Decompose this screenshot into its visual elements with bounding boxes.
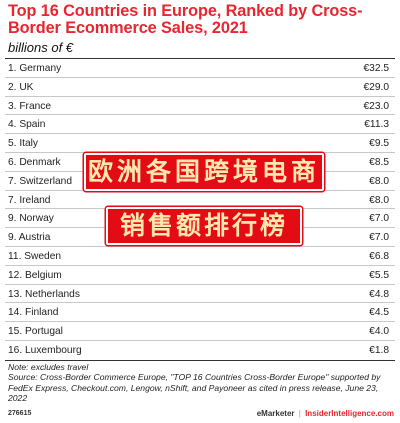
country-label: 4. Spain: [8, 119, 46, 131]
brand-name: eMarketer: [256, 409, 295, 418]
sales-value: €4.8: [369, 288, 389, 300]
table-row: 15. Portugal €4.0: [5, 322, 395, 341]
sales-value: €7.0: [369, 213, 389, 225]
country-label: 13. Netherlands: [8, 288, 80, 300]
table-row: 14. Finland €4.5: [5, 303, 395, 323]
site-link[interactable]: InsiderIntelligence.com: [305, 409, 394, 418]
sales-value: €6.8: [369, 251, 389, 262]
sales-value: €9.5: [369, 138, 389, 150]
source-text: Source: Cross-Border Commerce Europe, "T…: [8, 372, 381, 404]
country-label: 16. Luxembourg: [8, 345, 82, 356]
table-row: 2. UK €29.0: [5, 78, 395, 97]
footer-credit: eMarketer | InsiderIntelligence.com: [257, 409, 394, 418]
chart-id: 276615: [8, 410, 32, 417]
sales-value: €7.0: [369, 232, 389, 244]
country-label: 9. Norway: [8, 213, 54, 225]
table-row: 4. Spain €11.3: [5, 115, 395, 135]
overlay-banner-title: 欧洲各国跨境电商: [84, 153, 324, 191]
note-text: Note: excludes travel: [8, 362, 89, 372]
overlay-banner-subtitle: 销售额排行榜: [106, 207, 302, 245]
sales-value: €5.5: [369, 269, 389, 281]
country-label: 1. Germany: [8, 63, 62, 74]
country-label: 2. UK: [8, 81, 34, 93]
sales-value: €8.5: [369, 157, 389, 168]
sales-value: €23.0: [363, 100, 390, 112]
country-label: 11. Sweden: [8, 251, 62, 262]
sales-value: €1.8: [369, 345, 389, 356]
country-label: 7. Ireland: [8, 194, 51, 206]
table-row: 12. Belgium €5.5: [5, 266, 395, 285]
table-row: 16. Luxembourg €1.8: [5, 341, 395, 360]
table-row: 11. Sweden €6.8: [5, 247, 395, 266]
country-label: 7. Switzerland: [8, 175, 72, 187]
country-label: 5. Italy: [8, 138, 39, 150]
notes-block: Note: excludes travel Source: Cross-Bord…: [8, 362, 396, 404]
country-label: 14. Finland: [8, 307, 59, 319]
sales-value: €32.5: [363, 63, 390, 74]
table-row: 5. Italy €9.5: [5, 134, 395, 153]
table-row: 3. France €23.0: [5, 97, 395, 116]
footer-separator: |: [298, 409, 301, 418]
chart-title: Top 16 Countries in Europe, Ranked by Cr…: [8, 2, 363, 37]
sales-value: €8.0: [369, 194, 389, 206]
country-label: 3. France: [8, 100, 52, 112]
sales-value: €29.0: [363, 81, 390, 93]
table-row: 9. Austria €7.0: [5, 228, 395, 247]
table-top-rule: [5, 58, 395, 59]
country-label: 15. Portugal: [8, 326, 63, 338]
chart-subtitle: billions of €: [8, 40, 74, 55]
table-row: 13. Netherlands €4.8: [5, 285, 395, 304]
country-label: 6. Denmark: [8, 157, 61, 168]
country-label: 9. Austria: [8, 232, 51, 244]
sales-value: €8.0: [369, 175, 389, 187]
country-label: 12. Belgium: [8, 269, 62, 281]
table-row: 1. Germany €32.5: [5, 59, 395, 78]
sales-value: €11.3: [364, 119, 389, 131]
sales-value: €4.0: [369, 326, 389, 338]
sales-value: €4.5: [369, 307, 389, 319]
table-bottom-rule: [5, 360, 395, 361]
